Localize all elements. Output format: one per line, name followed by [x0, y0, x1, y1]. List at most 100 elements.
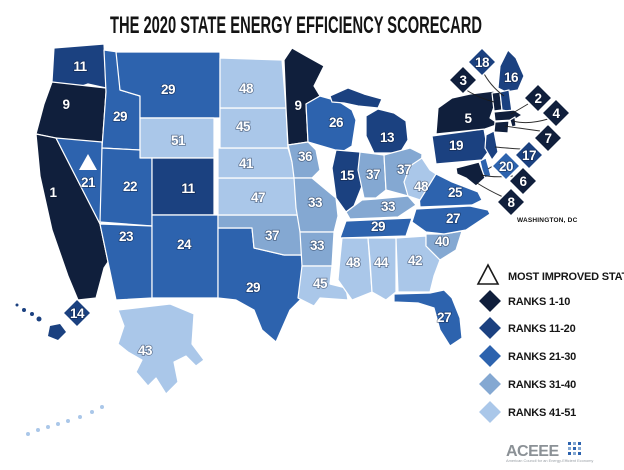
state-mo: [293, 177, 339, 233]
rank-mi: 13: [380, 130, 395, 145]
state-ak: [26, 303, 205, 436]
rank-mt: 29: [161, 82, 175, 97]
state-md: [455, 161, 486, 187]
rank-sd: 45: [236, 119, 251, 134]
rank-tx: 29: [246, 280, 260, 295]
legend-label-ranks-11-20: RANKS 11-20: [508, 323, 576, 335]
diamond-nj: [514, 140, 544, 170]
rank-nd: 48: [239, 81, 254, 96]
rank-ok: 37: [265, 228, 279, 243]
ak-aleutian-island: [78, 415, 82, 419]
rank-ky: 33: [381, 199, 396, 214]
legend-label-ranks-21-30: RANKS 21-30: [508, 351, 576, 363]
legend-label-ranks-31-40: RANKS 31-40: [508, 379, 576, 391]
state-nc: [411, 205, 491, 235]
ak-aleutian-island: [36, 428, 40, 432]
diamond-ct: [533, 123, 563, 153]
legend-label-ranks-41-51: RANKS 41-51: [508, 407, 576, 419]
state-wi: [305, 95, 357, 153]
page-title: THE 2020 STATE ENERGY EFFICIENCY SCORECA…: [110, 12, 482, 39]
rank-ak: 43: [138, 343, 153, 358]
most-improved-triangle-nv: [79, 154, 97, 170]
rank-nc: 27: [446, 211, 460, 226]
rank-sc: 40: [435, 234, 449, 249]
states-layer: [35, 43, 525, 347]
rank-ca: 1: [49, 185, 57, 200]
state-hi: [15, 303, 66, 340]
diamond-ri: [541, 98, 571, 128]
ak-aleutian-island: [100, 405, 104, 409]
diamond-vt: [448, 65, 478, 95]
legend-swatch-ranks-1-10: [477, 288, 503, 314]
rank-dc: 8: [507, 195, 515, 210]
legend: MOST IMPROVED STATE RANKS 1-10 RANKS 11-…: [476, 263, 624, 425]
state-va: [417, 173, 483, 208]
rank-or: 9: [62, 97, 69, 112]
state-ct: [493, 120, 510, 134]
rank-nm: 24: [177, 237, 192, 252]
state-ak-shape: [117, 303, 205, 395]
ak-aleutian-island: [46, 425, 50, 429]
ak-aleutian-island: [26, 432, 30, 436]
rank-ut: 22: [123, 179, 137, 194]
rank-ny: 5: [464, 111, 472, 126]
leader-line-ma: [510, 103, 529, 115]
aceee-logo-wordmark: ACEEE: [506, 443, 559, 460]
leader-line-nj: [494, 146, 522, 150]
leader-line-ct: [504, 125, 541, 132]
hi-island: [36, 316, 42, 322]
rank-ct: 7: [544, 131, 551, 146]
state-ia: [287, 141, 321, 179]
hi-island: [22, 308, 26, 312]
legend-swatch-ranks-11-20: [477, 315, 503, 341]
rank-wa: 11: [73, 59, 87, 74]
ak-aleutian-island: [66, 419, 70, 423]
state-mi-upper: [329, 87, 383, 109]
rank-de: 20: [499, 159, 513, 174]
state-ma: [493, 109, 523, 122]
diamond-ma: [523, 83, 553, 113]
state-ri: [509, 116, 517, 128]
diamond-md: [508, 166, 538, 196]
rank-nv: 21: [81, 175, 96, 190]
leader-line-ri: [512, 118, 549, 124]
rank-mn: 9: [294, 98, 301, 113]
legend-swatch-ranks-21-30: [477, 343, 503, 369]
rank-vt: 3: [459, 73, 467, 88]
state-ne: [217, 147, 297, 179]
state-fl: [393, 289, 463, 347]
ak-aleutian-island: [90, 410, 94, 414]
hi-island: [15, 303, 19, 307]
rank-va: 25: [448, 185, 463, 200]
rank-ne: 41: [239, 156, 254, 171]
aceee-logo-dots-icon: [568, 442, 581, 455]
leader-line-dc: [476, 182, 504, 198]
diamond-de: [491, 151, 521, 181]
rank-pa: 19: [449, 138, 463, 153]
leader-lines: [462, 69, 549, 198]
legend-label-ranks-1-10: RANKS 1-10: [508, 296, 570, 308]
rank-diamonds: [62, 47, 571, 328]
state-nm: [151, 214, 219, 299]
state-mi: [365, 108, 409, 154]
diamond-dc: [496, 187, 526, 217]
rank-md: 6: [519, 174, 527, 189]
rank-ar: 33: [310, 238, 325, 253]
state-az: [99, 223, 153, 301]
aceee-logo: ACEEE American Council for an Energy-Eff…: [506, 442, 593, 463]
rank-me: 16: [504, 70, 519, 85]
rank-co: 11: [181, 181, 195, 196]
rank-wy: 51: [171, 133, 186, 148]
legend-swatch-ranks-31-40: [477, 371, 503, 397]
rank-ri: 4: [552, 106, 560, 121]
state-nh: [499, 89, 513, 113]
rank-fl: 27: [437, 310, 451, 325]
aceee-logo-tagline: American Council for an Energy-Efficient…: [506, 458, 593, 463]
rank-ia: 36: [298, 149, 313, 164]
legend-swatch-ranks-41-51: [477, 399, 503, 425]
rank-ks: 47: [251, 190, 265, 205]
rank-la: 45: [313, 276, 328, 291]
diamond-hi: [62, 298, 92, 328]
state-nj: [484, 130, 499, 161]
rank-tn: 29: [371, 219, 385, 234]
